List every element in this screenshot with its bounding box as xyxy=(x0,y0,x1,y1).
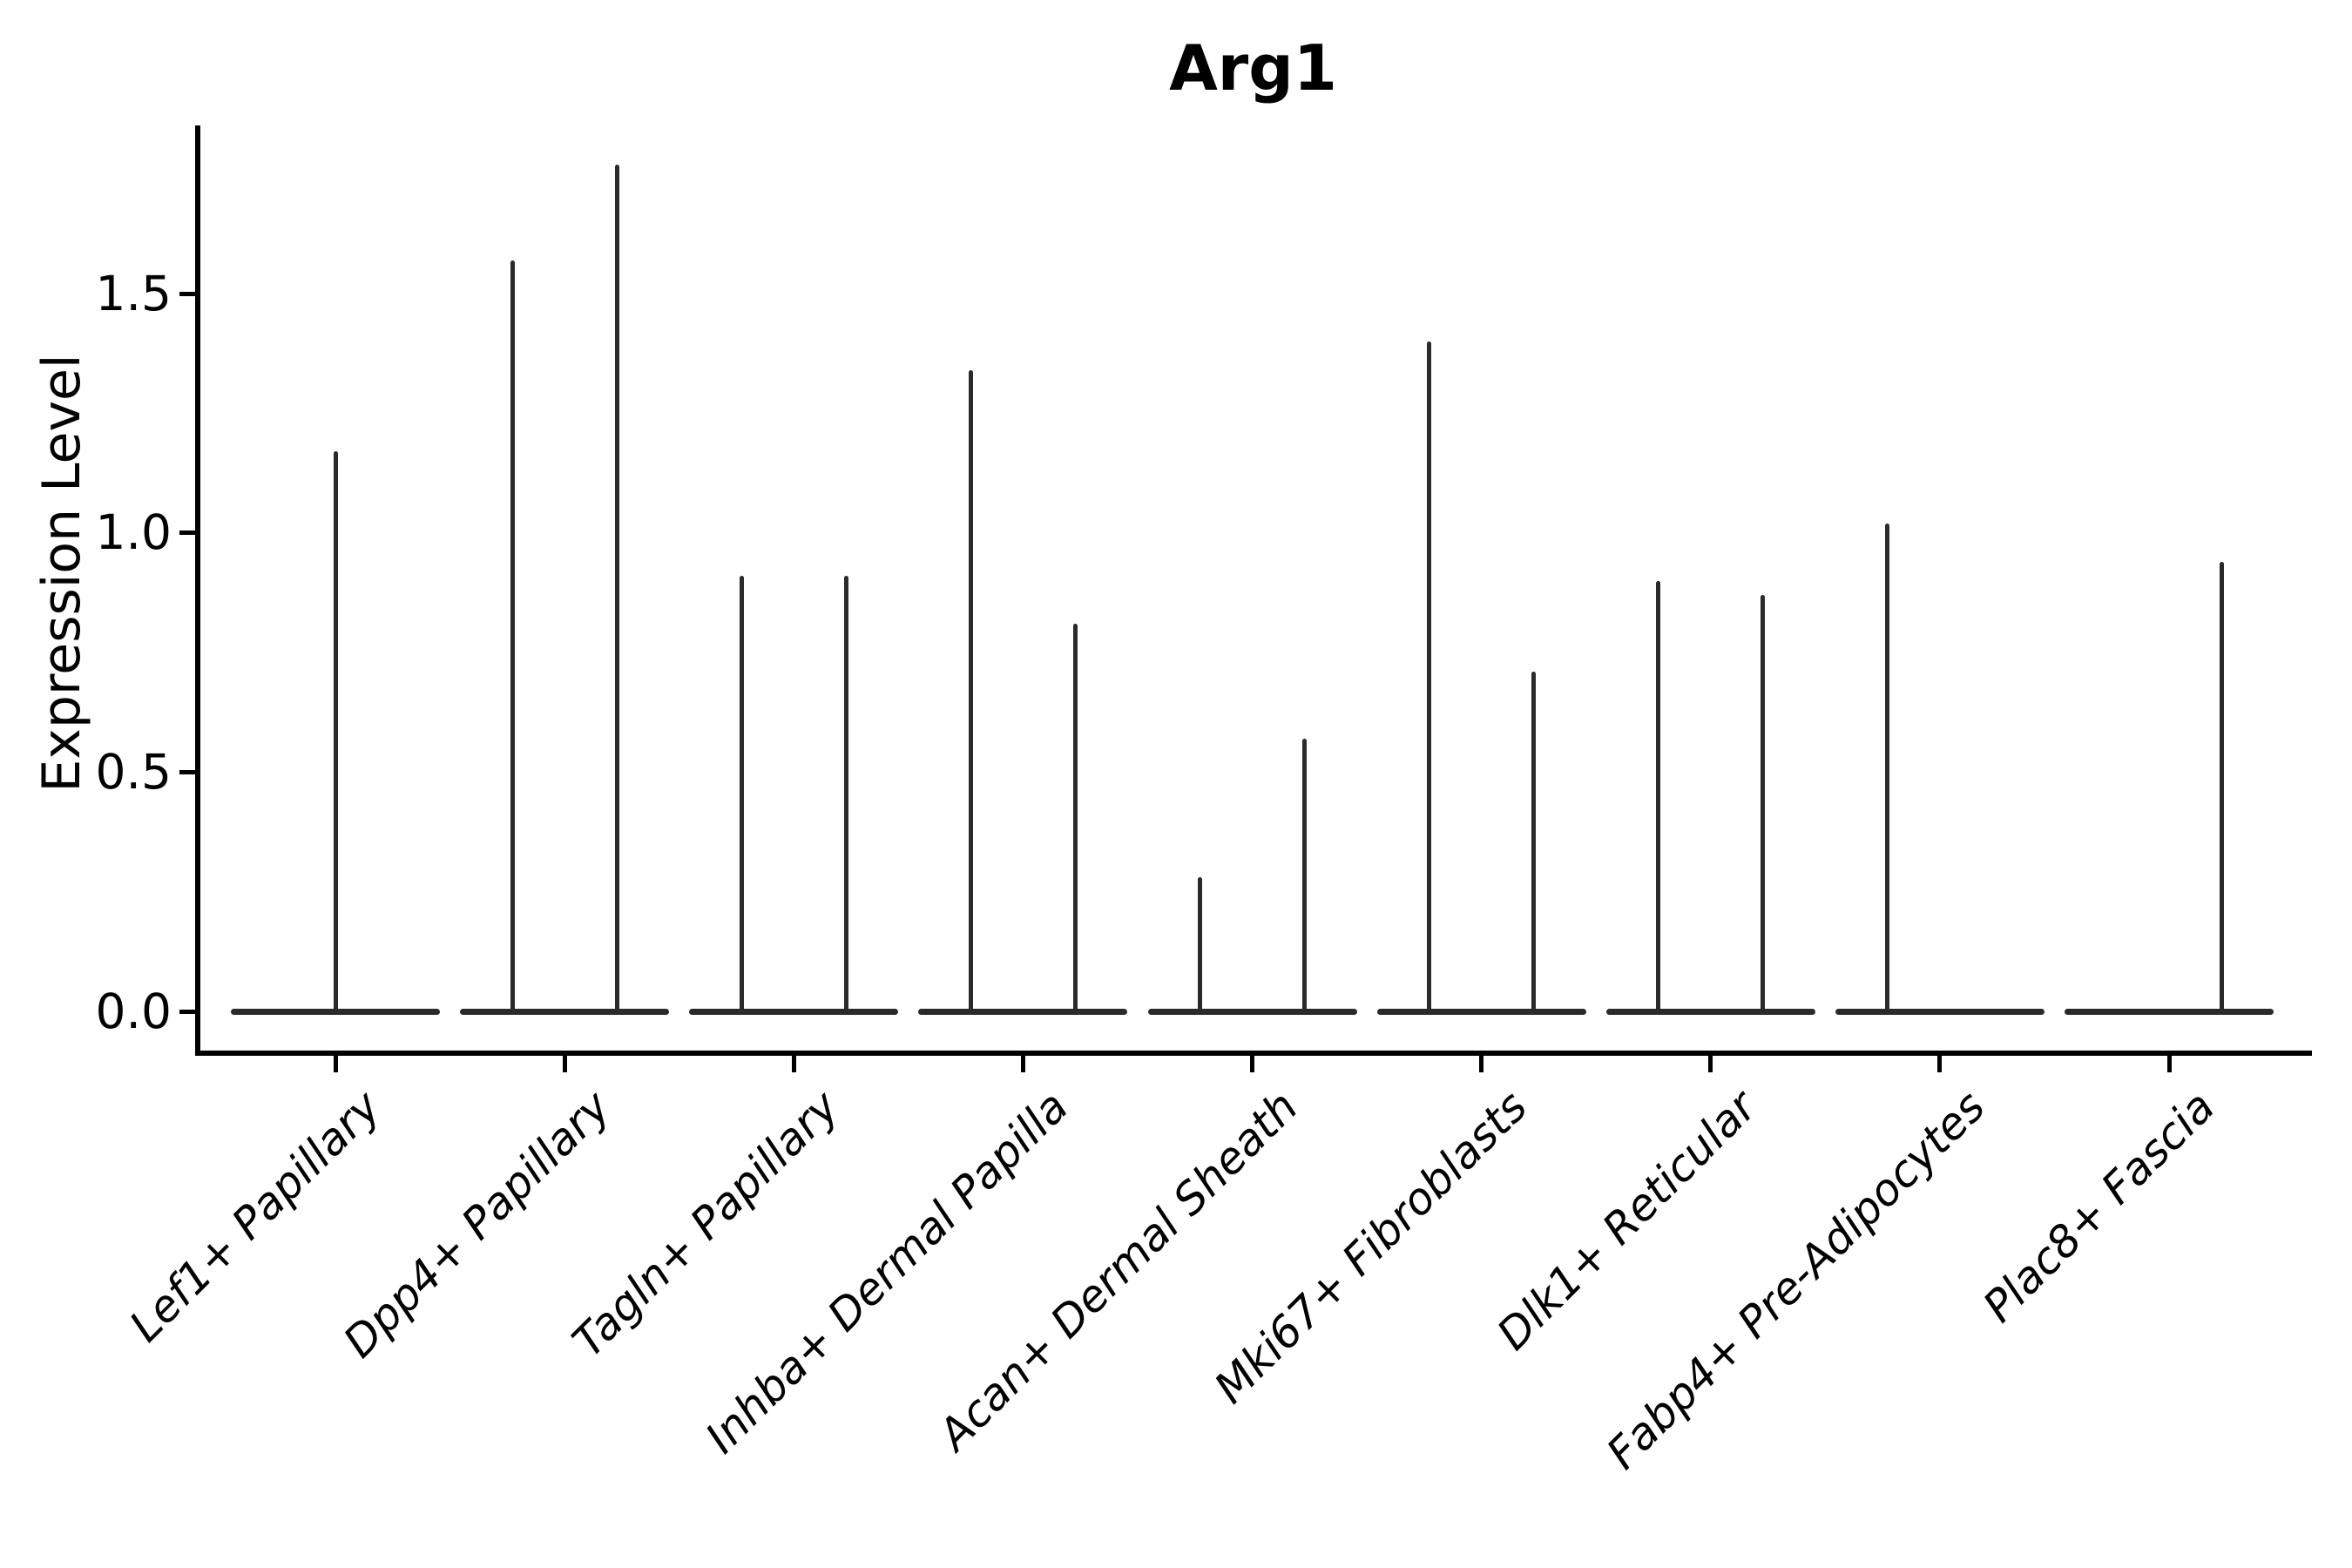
chart-title: Arg1 xyxy=(1169,31,1337,105)
violin-spike xyxy=(1761,595,1766,1011)
y-axis-spine xyxy=(195,125,200,1056)
y-tick xyxy=(179,531,198,536)
violin-spike xyxy=(1531,672,1537,1011)
violin-baseline xyxy=(1835,1009,2044,1015)
x-tick xyxy=(1250,1056,1254,1072)
violin-spike xyxy=(1198,877,1202,1011)
violin-spike xyxy=(843,576,848,1011)
violin-spike xyxy=(510,260,515,1011)
violin-spike xyxy=(1427,341,1432,1011)
x-tick xyxy=(1937,1056,1943,1072)
x-tick xyxy=(1708,1056,1713,1072)
violin-baseline xyxy=(460,1009,670,1015)
x-tick-label: Fabp4+ Pre-Adipocytes xyxy=(1597,1081,1996,1479)
x-tick xyxy=(1479,1056,1484,1072)
x-axis-spine xyxy=(195,1051,2312,1056)
x-tick-label: Dlk1+ Reticular xyxy=(1487,1081,1766,1360)
violin-baseline xyxy=(1605,1009,1815,1015)
x-tick-label: Plac8+ Fascia xyxy=(1973,1081,2225,1333)
violin-baseline xyxy=(1147,1009,1357,1015)
x-tick xyxy=(333,1056,338,1072)
violin-spike xyxy=(614,164,619,1011)
x-tick xyxy=(791,1056,796,1072)
violin-baseline xyxy=(1376,1009,1586,1015)
violin-spike xyxy=(1072,624,1078,1011)
y-tick xyxy=(179,291,198,296)
violin-spike xyxy=(968,370,973,1011)
violin-spike xyxy=(2219,561,2224,1011)
x-tick xyxy=(1020,1056,1025,1072)
y-tick-label: 0.0 xyxy=(95,983,172,1039)
violin-spike xyxy=(739,576,744,1011)
violin-baseline xyxy=(231,1009,440,1015)
x-tick-label: Lef1+ Papillary xyxy=(119,1081,391,1352)
y-tick-label: 1.0 xyxy=(95,504,172,561)
violin-spike xyxy=(1302,738,1307,1011)
violin-baseline xyxy=(2065,1009,2274,1015)
y-axis-label: Expression Level xyxy=(31,354,92,793)
violin-spike xyxy=(1885,523,1890,1011)
y-tick xyxy=(179,769,198,774)
y-tick-label: 0.5 xyxy=(95,743,172,800)
x-tick xyxy=(2166,1056,2172,1072)
violin-baseline xyxy=(918,1009,1128,1015)
y-tick-label: 1.5 xyxy=(95,265,172,321)
violin-baseline xyxy=(689,1009,899,1015)
x-tick xyxy=(562,1056,567,1072)
violin-spike xyxy=(1656,580,1661,1011)
violin-spike xyxy=(333,451,338,1011)
y-tick xyxy=(179,1009,198,1014)
